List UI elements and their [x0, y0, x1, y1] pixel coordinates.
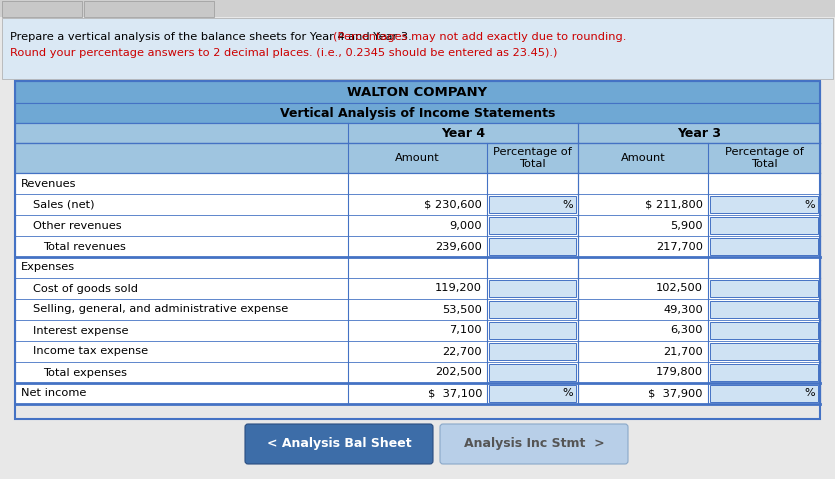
Bar: [489, 343, 576, 360]
Text: 5,900: 5,900: [671, 220, 703, 230]
Bar: [489, 280, 576, 297]
Text: 102,500: 102,500: [656, 284, 703, 294]
Text: 119,200: 119,200: [435, 284, 482, 294]
Bar: [15, 81, 820, 103]
Text: $ 211,800: $ 211,800: [645, 199, 703, 209]
Text: 179,800: 179,800: [655, 367, 703, 377]
Bar: [489, 238, 576, 255]
Bar: [489, 217, 576, 234]
Text: (Percentages may not add exactly due to rounding.: (Percentages may not add exactly due to …: [332, 32, 626, 42]
Text: 217,700: 217,700: [656, 241, 703, 251]
Bar: [710, 343, 818, 360]
Bar: [710, 301, 818, 318]
Text: $  37,900: $ 37,900: [649, 388, 703, 399]
Bar: [15, 320, 820, 341]
Text: Percentage of
Total: Percentage of Total: [493, 147, 572, 169]
Text: Prepare a vertical analysis of the balance sheets for Year 4 and Year 3.: Prepare a vertical analysis of the balan…: [10, 32, 415, 42]
Bar: [710, 238, 818, 255]
Bar: [15, 123, 820, 143]
Text: Other revenues: Other revenues: [33, 220, 122, 230]
Bar: [489, 196, 576, 213]
Text: $  37,100: $ 37,100: [428, 388, 482, 399]
Text: Round your percentage answers to 2 decimal places. (i.e., 0.2345 should be enter: Round your percentage answers to 2 decim…: [10, 48, 558, 58]
Text: $ 230,600: $ 230,600: [424, 199, 482, 209]
Text: Selling, general, and administrative expense: Selling, general, and administrative exp…: [33, 305, 288, 315]
Text: Net income: Net income: [21, 388, 86, 399]
Bar: [710, 196, 818, 213]
Bar: [15, 103, 820, 123]
Text: Year 4: Year 4: [441, 126, 485, 139]
Bar: [489, 364, 576, 381]
Bar: [15, 81, 820, 419]
Text: %: %: [563, 388, 573, 399]
FancyBboxPatch shape: [2, 1, 82, 17]
Bar: [15, 215, 820, 236]
Bar: [15, 299, 820, 320]
Bar: [710, 364, 818, 381]
Text: Interest expense: Interest expense: [33, 326, 129, 335]
Text: Analysis Inc Stmt  >: Analysis Inc Stmt >: [463, 437, 605, 451]
Text: Income tax expense: Income tax expense: [33, 346, 148, 356]
Bar: [15, 383, 820, 404]
Text: 53,500: 53,500: [442, 305, 482, 315]
Bar: [15, 257, 820, 278]
Bar: [15, 362, 820, 383]
Text: 202,500: 202,500: [435, 367, 482, 377]
Text: 49,300: 49,300: [663, 305, 703, 315]
FancyBboxPatch shape: [440, 424, 628, 464]
FancyBboxPatch shape: [84, 1, 214, 17]
Text: 21,700: 21,700: [663, 346, 703, 356]
Text: 9,000: 9,000: [449, 220, 482, 230]
Bar: [2, 18, 833, 79]
Text: 239,600: 239,600: [435, 241, 482, 251]
FancyBboxPatch shape: [245, 424, 433, 464]
Bar: [710, 217, 818, 234]
Bar: [710, 385, 818, 402]
Text: Percentage of
Total: Percentage of Total: [725, 147, 803, 169]
Bar: [15, 143, 820, 173]
Text: %: %: [804, 388, 815, 399]
Bar: [15, 278, 820, 299]
Text: %: %: [563, 199, 573, 209]
Bar: [710, 280, 818, 297]
Bar: [15, 236, 820, 257]
Text: Amount: Amount: [395, 153, 440, 163]
Bar: [15, 341, 820, 362]
Text: Vertical Analysis of Income Statements: Vertical Analysis of Income Statements: [280, 106, 555, 119]
Text: Year 3: Year 3: [677, 126, 721, 139]
Text: 7,100: 7,100: [449, 326, 482, 335]
Text: Revenues: Revenues: [21, 179, 77, 189]
Text: WALTON COMPANY: WALTON COMPANY: [347, 85, 488, 99]
Text: < Analysis Bal Sheet: < Analysis Bal Sheet: [266, 437, 412, 451]
Text: Expenses: Expenses: [21, 262, 75, 273]
Text: Sales (net): Sales (net): [33, 199, 94, 209]
Bar: [489, 301, 576, 318]
Text: %: %: [804, 199, 815, 209]
Bar: [0, 0, 835, 17]
Text: 6,300: 6,300: [671, 326, 703, 335]
Bar: [15, 194, 820, 215]
Text: 22,700: 22,700: [443, 346, 482, 356]
Text: Cost of goods sold: Cost of goods sold: [33, 284, 138, 294]
Bar: [489, 385, 576, 402]
Bar: [489, 322, 576, 339]
Bar: [710, 322, 818, 339]
Text: Total expenses: Total expenses: [43, 367, 127, 377]
Text: Total revenues: Total revenues: [43, 241, 126, 251]
Text: Amount: Amount: [620, 153, 665, 163]
Bar: [15, 173, 820, 194]
